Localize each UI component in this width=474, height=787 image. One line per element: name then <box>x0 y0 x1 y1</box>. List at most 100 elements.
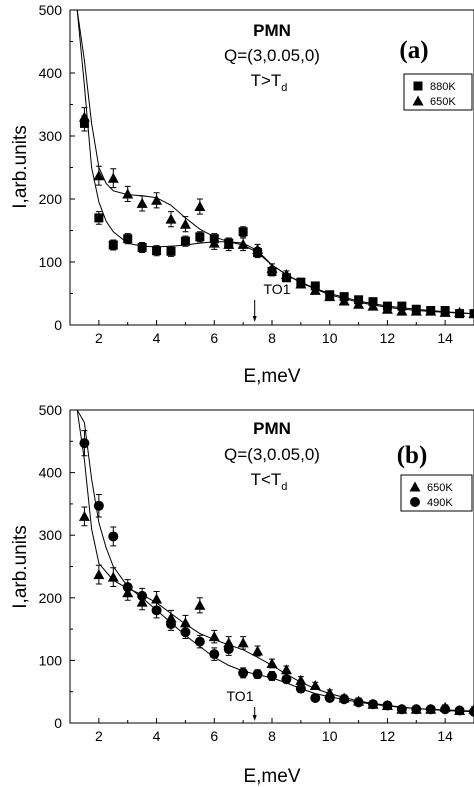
plot-content <box>76 410 474 717</box>
series-880k-point <box>137 243 147 253</box>
to1-label: TO1 <box>264 281 291 297</box>
annotation-q: Q=(3,0.05,0) <box>224 445 320 464</box>
condition-main: T<T <box>251 470 282 489</box>
series-650k-point <box>237 637 249 648</box>
series-490k-point <box>440 704 451 715</box>
y-tick-label: 300 <box>39 128 63 144</box>
series-650k-point <box>410 305 422 316</box>
legend-triangle-icon <box>409 481 421 492</box>
y-tick-label: 200 <box>39 191 63 207</box>
series-650k-point <box>223 238 235 249</box>
series-650k-point <box>266 262 278 273</box>
series-490k-point <box>353 697 364 708</box>
x-tick-label: 10 <box>322 728 338 744</box>
series-490k-point <box>166 619 176 630</box>
annotation-condition: T<Td <box>251 470 288 493</box>
series-650k-point <box>381 303 393 314</box>
series-880k-point <box>180 236 190 246</box>
series-880k-point <box>166 246 176 256</box>
legend-circle-icon <box>410 497 420 507</box>
legend-marker-880k <box>413 81 423 91</box>
y-tick-label: 100 <box>39 652 63 668</box>
series-650k-point <box>338 295 350 306</box>
y-tick-label: 400 <box>39 465 63 481</box>
legend-label-650k: 650K <box>430 96 456 108</box>
series-490k-point <box>411 704 422 715</box>
series-490k-point <box>324 692 335 703</box>
series-650k-point <box>252 243 264 254</box>
series-650k-point <box>208 237 220 248</box>
series-650k-point <box>179 218 191 229</box>
to1-arrow-head <box>252 316 257 322</box>
series-650k-point <box>425 305 437 316</box>
annotation-title: PMN <box>253 419 291 438</box>
chart-marks: 2 4 6 8 10 12 14 0 100 200 300 400 500 <box>39 402 474 744</box>
panel-b: 2 4 6 8 10 12 14 0 100 200 300 400 500 I,arb.units E… <box>10 402 474 787</box>
plot-content <box>76 10 474 319</box>
series-880k-point <box>123 234 133 244</box>
y-tick-label: 400 <box>39 65 63 81</box>
series-650k-point <box>208 631 220 642</box>
series-490k-point <box>252 669 263 680</box>
series-650k-point <box>295 674 307 685</box>
series-650k-point <box>151 194 163 205</box>
series-880k-point <box>108 240 118 250</box>
series-650k-point <box>194 201 206 212</box>
legend-label-490k: 490K <box>427 497 453 509</box>
series-490k-point <box>209 649 220 660</box>
annotation-title: PMN <box>253 21 291 40</box>
series-490k-point <box>122 582 133 593</box>
condition-sub: d <box>281 481 287 493</box>
series-880k-point <box>238 227 248 237</box>
y-tick-label: 0 <box>54 317 62 333</box>
legend-marker-490k <box>410 497 420 507</box>
to1-label: TO1 <box>227 688 254 704</box>
series-650k-point <box>194 599 206 610</box>
series-650k-point <box>93 569 105 580</box>
panel-label: (a) <box>399 37 428 64</box>
x-tick-label: 4 <box>153 330 161 346</box>
legend-triangle-icon <box>412 95 424 106</box>
series-490k-point <box>382 700 393 711</box>
to1-arrow-head <box>252 715 257 721</box>
y-tick-label: 300 <box>39 527 63 543</box>
legend-label-650k: 650K <box>427 482 453 494</box>
series-650k-point <box>179 617 191 628</box>
series-490k-point <box>469 706 474 717</box>
series-650k-point <box>78 510 90 521</box>
x-tick-label: 14 <box>437 330 453 346</box>
x-tick-label: 2 <box>95 728 103 744</box>
series-490k-point <box>93 500 104 511</box>
x-tick-label: 12 <box>380 728 396 744</box>
series-490k-point <box>368 699 378 710</box>
series-650k-point <box>266 658 278 669</box>
series-490k-point <box>223 644 234 655</box>
series-650k-point <box>309 284 321 295</box>
series-880k-point <box>152 246 162 256</box>
chart-marks: 2 4 6 8 10 12 14 0 100 200 300 400 500 <box>39 2 474 346</box>
series-650k-point <box>353 298 365 309</box>
annotation-condition: T>Td <box>251 71 288 94</box>
condition-sub: d <box>281 82 287 94</box>
series-880k-fit-line <box>76 10 474 315</box>
series-490k-point <box>454 705 465 716</box>
y-tick-label: 0 <box>54 715 62 731</box>
series-650k-point <box>396 305 408 316</box>
series-650k-point <box>367 300 379 311</box>
series-650k-point <box>252 645 264 656</box>
legend-marker-650k <box>412 95 424 106</box>
y-tick-label: 500 <box>39 402 63 418</box>
condition-main: T>T <box>251 71 282 90</box>
series-490k-point <box>396 704 407 715</box>
series-490k-point <box>151 605 162 616</box>
x-tick-label: 10 <box>322 330 338 346</box>
series-490k-point <box>339 694 350 705</box>
y-tick-label: 100 <box>39 254 63 270</box>
x-tick-label: 4 <box>153 728 161 744</box>
series-490k-point <box>425 704 436 715</box>
legend-square-icon <box>413 81 423 91</box>
y-axis-label: I,arb.units <box>10 125 31 208</box>
legend-label-880k: 880K <box>430 81 456 93</box>
series-650k-point <box>280 664 292 675</box>
